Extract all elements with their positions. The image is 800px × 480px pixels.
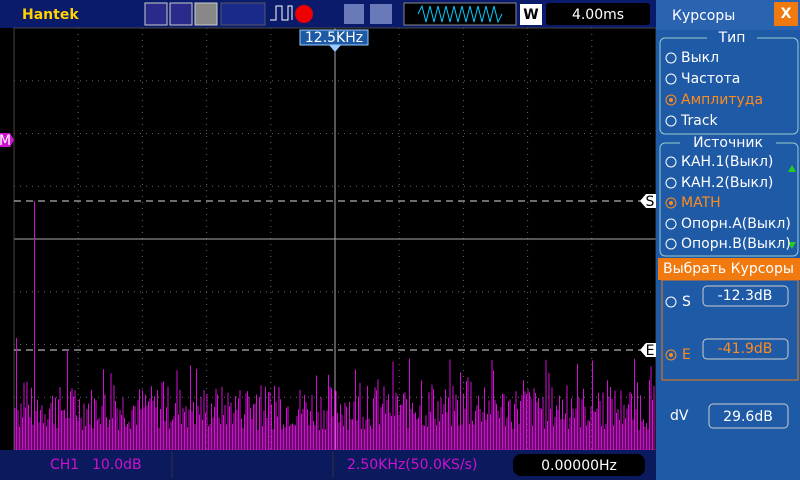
option-type[interactable]: Частота <box>681 71 740 87</box>
option-source[interactable]: КАН.2(Выкл) <box>681 175 773 191</box>
option-source[interactable]: КАН.1(Выкл) <box>681 154 773 170</box>
sample-rate: 2.50KHz(50.0KS/s) <box>347 457 477 473</box>
radio[interactable] <box>665 197 677 209</box>
option-type[interactable]: Track <box>680 113 719 129</box>
select-bar <box>658 258 800 280</box>
delta-box <box>708 403 789 429</box>
radio-dot[interactable] <box>669 201 673 205</box>
radio[interactable] <box>665 156 677 168</box>
math-marker-box <box>0 133 14 147</box>
spectrum-trace <box>14 201 655 450</box>
icon <box>144 2 168 26</box>
heading-bg <box>707 30 757 44</box>
cursor-name[interactable]: S <box>682 294 691 310</box>
radio[interactable] <box>665 296 677 308</box>
radio[interactable] <box>665 218 677 230</box>
option-source[interactable]: MATH <box>681 195 721 211</box>
timebase-mode: W <box>523 7 538 23</box>
timebase-box <box>546 3 650 25</box>
scroll-up[interactable] <box>788 165 796 172</box>
cursor-name[interactable]: E <box>682 347 691 363</box>
radio[interactable] <box>665 238 677 250</box>
icon <box>270 5 293 21</box>
panel-title: Курсоры <box>672 8 735 24</box>
radio[interactable] <box>665 177 677 189</box>
delta-name: dV <box>670 408 689 424</box>
option-source[interactable]: Опорн.B(Выкл) <box>681 236 791 252</box>
radio-dot[interactable] <box>669 353 673 357</box>
marker-arrow <box>329 45 341 52</box>
icon <box>220 2 266 26</box>
timebase: 4.00ms <box>572 7 624 23</box>
cursor-s-box <box>640 194 656 208</box>
radio[interactable] <box>665 94 677 106</box>
icon <box>194 2 218 26</box>
cursor-value: -41.9dB <box>718 341 773 357</box>
cursor-e-box <box>640 343 656 357</box>
radio[interactable] <box>665 52 677 64</box>
panel-bg <box>656 0 800 480</box>
channel-scale: 10.0dB <box>92 457 142 473</box>
icon <box>344 4 364 24</box>
delta-value: 29.6dB <box>723 409 773 425</box>
frequency-marker: 12.5KHz <box>305 30 363 46</box>
close-button[interactable] <box>774 2 798 26</box>
icon <box>169 2 193 26</box>
type-heading: Тип <box>718 30 746 46</box>
option-type[interactable]: Амплитуда <box>681 92 763 108</box>
mode-box <box>520 4 542 25</box>
cursor-s-marker: S <box>646 194 655 210</box>
channel: CH1 <box>50 457 79 473</box>
brand: Hantek <box>22 7 79 23</box>
icon <box>370 4 392 24</box>
record-icon <box>295 5 313 23</box>
radio[interactable] <box>665 73 677 85</box>
heading-bg <box>680 135 776 149</box>
cursor-value-box <box>702 338 789 360</box>
math-marker: M <box>0 133 11 149</box>
cursor-e-marker: E <box>646 343 655 359</box>
scroll-down[interactable] <box>788 242 796 249</box>
memory-wave <box>417 4 503 24</box>
option-source[interactable]: Опорн.A(Выкл) <box>681 216 791 232</box>
select-label: Выбрать Курсоры <box>663 261 794 277</box>
cursor-panel: Курсоры X Тип Источник Выбрать Курсоры d… <box>656 0 800 480</box>
radio-dot[interactable] <box>669 98 673 102</box>
frequency-readout: 0.00000Hz <box>541 458 617 474</box>
radio[interactable] <box>665 115 677 127</box>
option-type[interactable]: Выкл <box>681 50 719 66</box>
source-heading: Источник <box>693 135 763 151</box>
radio[interactable] <box>665 349 677 361</box>
cursor-value-box <box>702 285 789 307</box>
cursor-value: -12.3dB <box>718 288 773 304</box>
select-frame <box>661 279 799 381</box>
frequency-box <box>513 454 645 476</box>
close-label[interactable]: X <box>781 6 792 22</box>
